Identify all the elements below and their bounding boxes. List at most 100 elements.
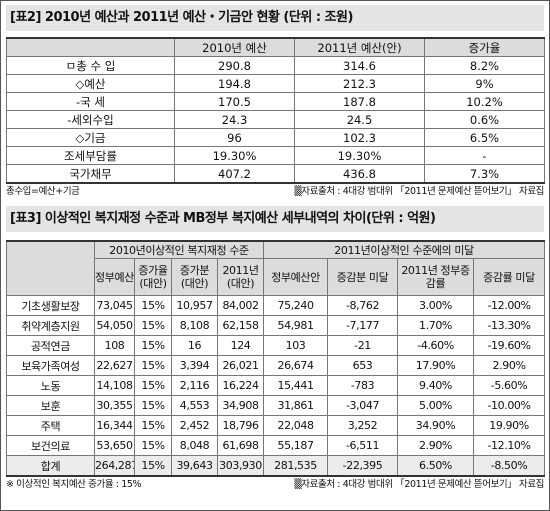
table2-footer: 총수입=예산+기금 ▒자료출처 : 4대강 범대위 「2011년 문제예산 뜯어… bbox=[6, 184, 544, 200]
cell: 8,108 bbox=[171, 315, 218, 336]
cell: 5.00% bbox=[397, 395, 475, 416]
cell: 303,930 bbox=[216, 455, 265, 477]
row-label: ◇기금 bbox=[6, 128, 175, 147]
cell: 19.30% bbox=[174, 146, 295, 165]
cell: 18,796 bbox=[216, 415, 265, 436]
cell: 24.5 bbox=[294, 110, 425, 129]
cell: 22,627 bbox=[94, 355, 135, 376]
row-label: 취약계층지원 bbox=[6, 315, 95, 336]
header-cell: 증감분 미달 bbox=[327, 258, 399, 296]
header-cell: 증감률 미달 bbox=[473, 258, 546, 296]
cell: 1.70% bbox=[397, 315, 475, 336]
cell: 15% bbox=[134, 415, 172, 436]
cell: 61,698 bbox=[216, 435, 265, 456]
cell: 19.90% bbox=[473, 415, 546, 436]
note: ※ 이상적인 복지예산 증가율 : 15% bbox=[6, 479, 142, 490]
cell: -22,395 bbox=[327, 455, 399, 477]
row: 노동 14,108 15% 2,116 16,224 15,441 -783 9.40% -5.… bbox=[6, 375, 546, 396]
cell: 314.6 bbox=[294, 56, 425, 75]
row: 보건의료 53,650 15% 8,048 61,698 55,187 -6,511 2.90… bbox=[6, 435, 546, 456]
cell: 2,116 bbox=[171, 375, 218, 396]
cell: 187.8 bbox=[294, 92, 425, 111]
row-label: 주택 bbox=[6, 415, 95, 436]
cell: 653 bbox=[327, 355, 399, 376]
cell: 3,394 bbox=[171, 355, 218, 376]
cell: 15% bbox=[134, 315, 172, 336]
cell: 6.50% bbox=[397, 455, 475, 477]
row: -국 세 170.5 187.8 10.2% bbox=[6, 92, 545, 111]
header-cell: 증가율 (대안) bbox=[134, 258, 172, 296]
group-header-cell: 2011년이상적인 수준에의 미달 bbox=[263, 240, 546, 259]
cell: 22,048 bbox=[263, 415, 329, 436]
source: ▒자료출처 : 4대강 범대위 「2011년 문제예산 뜯어보기」 자료집 bbox=[294, 479, 544, 490]
cell: 24.3 bbox=[174, 110, 295, 129]
cell: 34,908 bbox=[216, 395, 265, 416]
cell: -12.00% bbox=[473, 295, 546, 316]
row-label: 노동 bbox=[6, 375, 95, 396]
cell: 281,535 bbox=[263, 455, 329, 477]
row-label: 조세부담률 bbox=[6, 146, 175, 165]
cell: -3,047 bbox=[327, 395, 399, 416]
cell: 2.90% bbox=[473, 355, 546, 376]
row: ◇기금 96 102.3 6.5% bbox=[6, 128, 545, 147]
cell: 212.3 bbox=[294, 74, 425, 93]
cell: 75,240 bbox=[263, 295, 329, 316]
cell: 17.90% bbox=[397, 355, 475, 376]
row-label: 보훈 bbox=[6, 395, 95, 416]
cell: 102.3 bbox=[294, 128, 425, 147]
cell: 3,252 bbox=[327, 415, 399, 436]
cell: 30,355 bbox=[94, 395, 135, 416]
cell: 407.2 bbox=[174, 164, 295, 184]
cell: -12.10% bbox=[473, 435, 546, 456]
cell: 53,650 bbox=[94, 435, 135, 456]
row-label: -세외수입 bbox=[6, 110, 175, 129]
cell: 26,021 bbox=[216, 355, 265, 376]
cell: 55,187 bbox=[263, 435, 329, 456]
table2-title: [표2] 2010년 예산과 2011년 예산・기금안 현황 (단위 : 조원) bbox=[6, 5, 544, 31]
row: 보육가족여성 22,627 15% 3,394 26,021 26,674 653 17.90… bbox=[6, 355, 546, 376]
row-label: 국가채무 bbox=[6, 164, 175, 184]
row: 조세부담률 19.30% 19.30% - bbox=[6, 146, 545, 165]
cell: 15% bbox=[134, 295, 172, 316]
table3-title: [표3] 이상적인 복지재정 수준과 MB정부 복지예산 세부내역의 차이(단위… bbox=[6, 206, 544, 232]
row-label: 보육가족여성 bbox=[6, 355, 95, 376]
header-row: 정부예산 증가율 (대안) 증가분 (대안) 2011년 (대안) 정부예산안 증감분 미… bbox=[7, 258, 546, 296]
cell: 15% bbox=[134, 455, 172, 477]
table3-footer: ※ 이상적인 복지예산 증가율 : 15% ▒자료출처 : 4대강 범대위 「2… bbox=[6, 477, 544, 493]
cell: 194.8 bbox=[174, 74, 295, 93]
row: 국가채무 407.2 436.8 7.3% bbox=[6, 164, 545, 184]
cell: -4.60% bbox=[397, 335, 475, 356]
header-cell: 정부예산안 bbox=[263, 258, 329, 296]
row-label: 공적연금 bbox=[6, 335, 95, 356]
cell: -6,511 bbox=[327, 435, 399, 456]
cell: 73,045 bbox=[94, 295, 135, 316]
cell: 2.90% bbox=[397, 435, 475, 456]
row: -세외수입 24.3 24.5 0.6% bbox=[6, 110, 545, 129]
cell: 8.2% bbox=[424, 56, 545, 75]
cell: 290.8 bbox=[174, 56, 295, 75]
row-label: 기초생활보장 bbox=[6, 295, 95, 316]
table3: 2010년이상적인 복지재정 수준 2011년이상적인 수준에의 미달 정부예산 증… bbox=[6, 240, 546, 477]
cell: 15,441 bbox=[263, 375, 329, 396]
cell: 2,452 bbox=[171, 415, 218, 436]
cell: 62,158 bbox=[216, 315, 265, 336]
row: 취약계층지원 54,050 15% 8,108 62,158 54,981 -7,177 1.… bbox=[6, 315, 546, 336]
cell: 15% bbox=[134, 375, 172, 396]
cell: 16 bbox=[171, 335, 218, 356]
row: 주택 16,344 15% 2,452 18,796 22,048 3,252 34.90% 1… bbox=[6, 415, 546, 436]
cell: 15% bbox=[134, 435, 172, 456]
cell: 7.3% bbox=[424, 164, 545, 184]
cell: 84,002 bbox=[216, 295, 265, 316]
cell: 4,553 bbox=[171, 395, 218, 416]
cell: 10,957 bbox=[171, 295, 218, 316]
cell: -7,177 bbox=[327, 315, 399, 336]
cell: 3.00% bbox=[397, 295, 475, 316]
corner-cell bbox=[6, 37, 175, 57]
header-cell: 2011년 예산(안) bbox=[294, 37, 425, 57]
row-label: 보건의료 bbox=[6, 435, 95, 456]
cell: 0.6% bbox=[424, 110, 545, 129]
header-cell: 정부예산 bbox=[94, 258, 135, 296]
row: ㅁ총 수 입 290.8 314.6 8.2% bbox=[6, 56, 545, 75]
cell: 170.5 bbox=[174, 92, 295, 111]
